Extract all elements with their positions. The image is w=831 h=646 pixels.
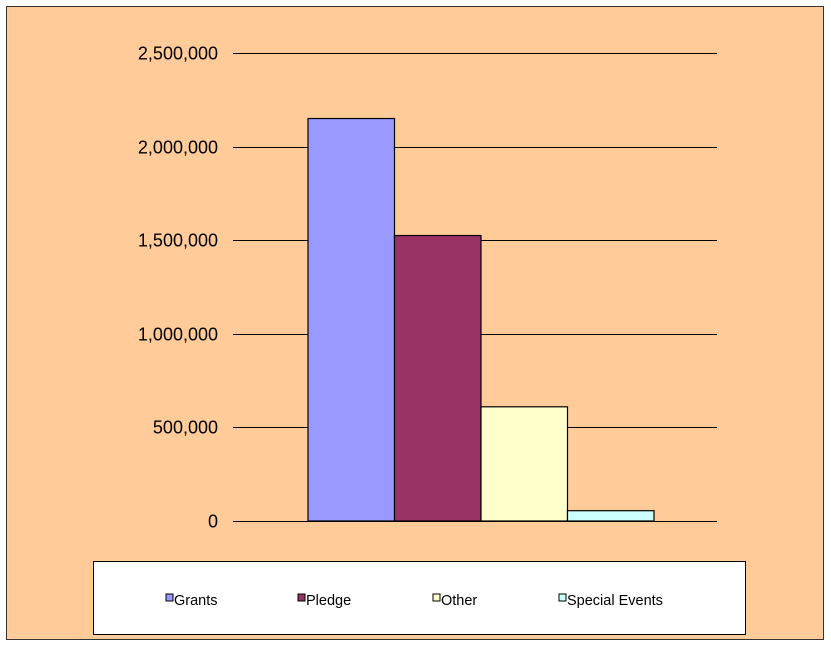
bar-pledge: [393, 234, 482, 522]
legend-swatch-other: [432, 593, 441, 602]
legend: Grants Pledge Other Special Events: [93, 561, 746, 635]
y-tick-label: 1,500,000: [138, 231, 218, 251]
chart-frame: [6, 6, 824, 640]
y-tick-label: 500,000: [153, 418, 218, 438]
legend-label-grants: Grants: [174, 593, 218, 609]
legend-box: [93, 561, 746, 635]
legend-swatch-pledge: [297, 593, 306, 602]
y-tick-label: 2,000,000: [138, 138, 218, 158]
y-tick-label: 0: [208, 512, 218, 532]
y-tick-label: 1,000,000: [138, 325, 218, 345]
y-axis-tick-labels: 0 500,000 1,000,000 1,500,000 2,000,000 2,500…: [138, 44, 218, 532]
legend-swatch-grants: [165, 593, 174, 602]
legend-swatch-special-events: [558, 593, 567, 602]
legend-label-pledge: Pledge: [306, 593, 351, 609]
bar-special-events: [566, 510, 655, 522]
bar-other: [480, 406, 569, 522]
y-tick-label: 2,500,000: [138, 44, 218, 64]
legend-label-other: Other: [441, 593, 477, 609]
bar-grants: [307, 117, 396, 522]
legend-label-special-events: Special Events: [567, 593, 663, 609]
bars: [307, 117, 655, 522]
